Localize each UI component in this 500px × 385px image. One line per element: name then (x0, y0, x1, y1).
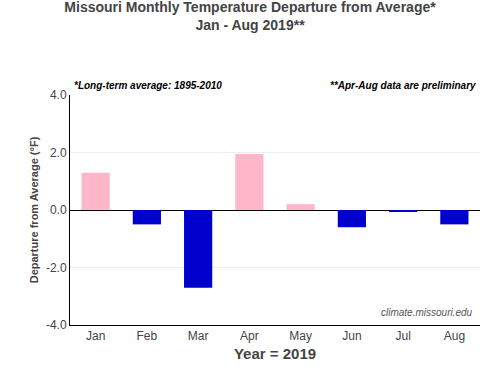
svg-text:*Long-term average: 1895-2010: *Long-term average: 1895-2010 (74, 80, 222, 91)
svg-text:Missouri Monthly Temperature D: Missouri Monthly Temperature Departure f… (64, 0, 436, 33)
svg-text:Jan: Jan (86, 329, 105, 343)
svg-text:2.0: 2.0 (50, 146, 67, 160)
svg-text:Feb: Feb (137, 329, 158, 343)
svg-text:Jun: Jun (342, 329, 361, 343)
svg-text:Aug: Aug (444, 329, 465, 343)
svg-text:4.0: 4.0 (50, 88, 67, 102)
svg-text:May: May (289, 329, 312, 343)
svg-text:Jul: Jul (395, 329, 410, 343)
svg-text:Departure from Average (°F): Departure from Average (°F) (28, 136, 40, 283)
svg-text:Mar: Mar (188, 329, 209, 343)
svg-text:0.0: 0.0 (50, 203, 67, 217)
svg-text:-2.0: -2.0 (46, 261, 67, 275)
svg-text:-4.0: -4.0 (46, 318, 67, 332)
svg-text:Apr: Apr (240, 329, 259, 343)
svg-text:climate.missouri.edu: climate.missouri.edu (381, 307, 473, 318)
svg-text:Year = 2019: Year = 2019 (234, 345, 316, 362)
svg-text:**Apr-Aug data are preliminary: **Apr-Aug data are preliminary (330, 80, 476, 91)
